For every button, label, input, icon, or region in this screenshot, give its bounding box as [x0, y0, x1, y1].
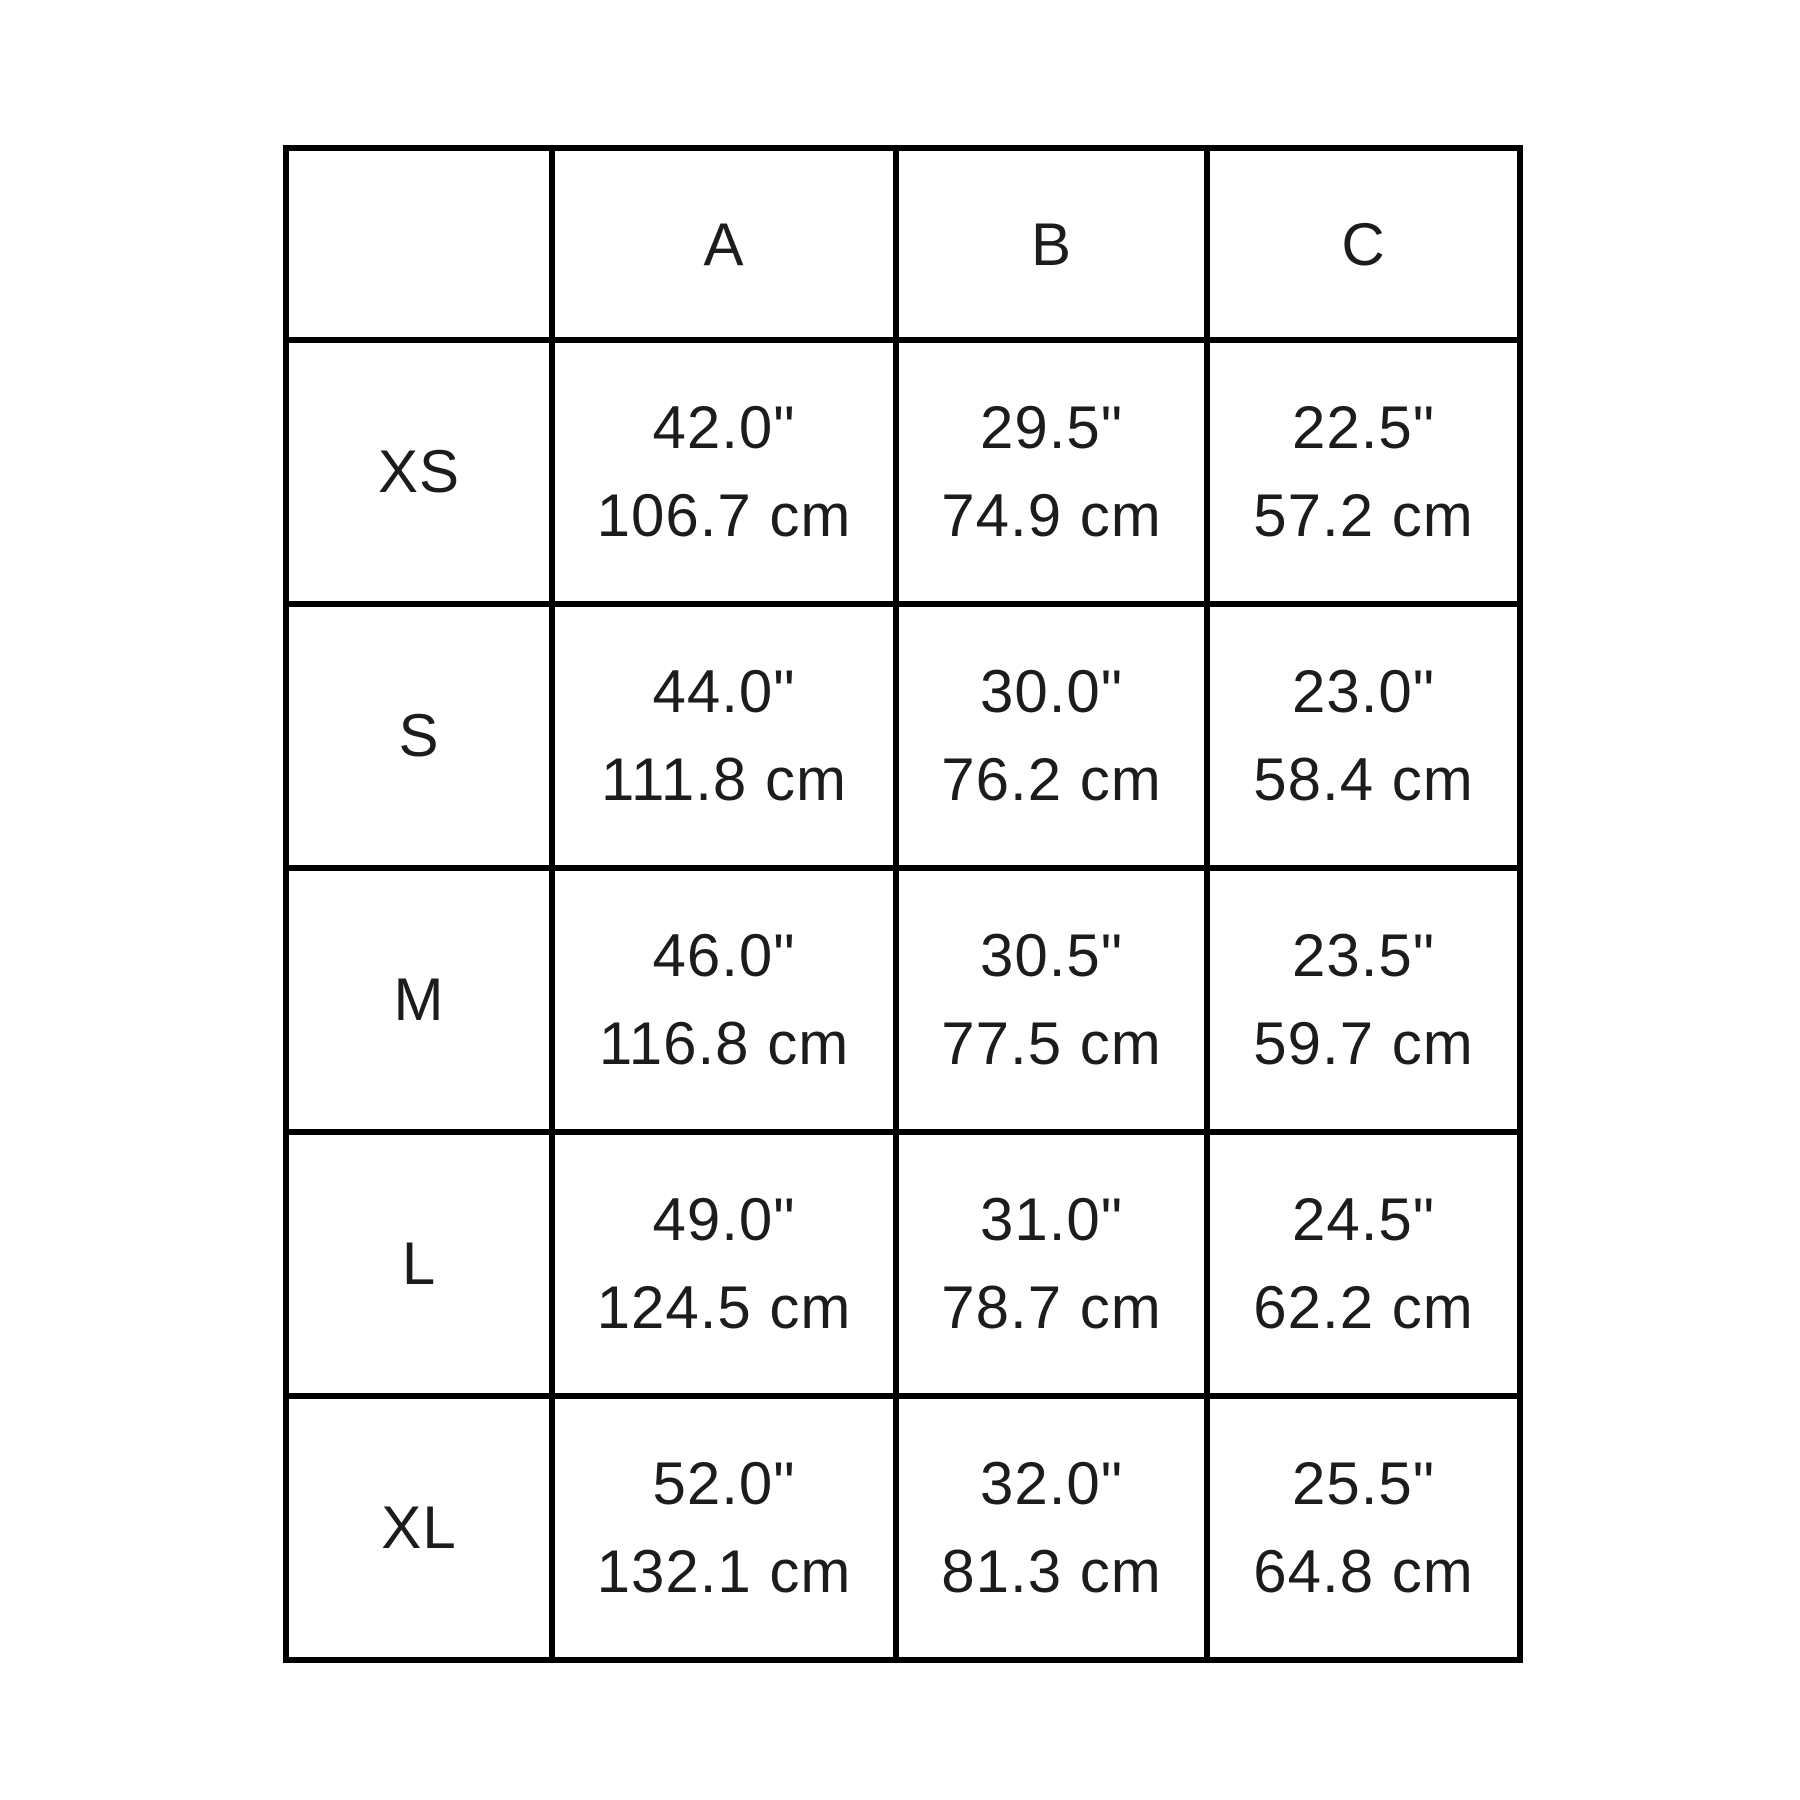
measurement-cell-b: 29.5" 74.9 cm — [893, 337, 1210, 607]
cm-value: 124.5 cm — [596, 1274, 852, 1341]
inches-value: 29.5" — [979, 394, 1124, 461]
measurement-cell-c: 23.5" 59.7 cm — [1204, 865, 1523, 1135]
inches-value: 44.0" — [652, 658, 796, 725]
size-label: XL — [381, 1494, 457, 1561]
size-label: XS — [377, 438, 461, 505]
table-row-s: S 44.0" 111.8 cm 30.0" 76.2 cm 23.0" 58.… — [283, 601, 1523, 871]
measurement-cell-a: 49.0" 124.5 cm — [549, 1129, 899, 1399]
inches-value: 32.0" — [979, 1450, 1124, 1517]
column-header-c: C — [1204, 145, 1523, 343]
cm-value: 58.4 cm — [1253, 746, 1474, 813]
inches-value: 25.5" — [1291, 1450, 1436, 1517]
inches-value: 23.5" — [1291, 922, 1436, 989]
cm-value: 57.2 cm — [1253, 482, 1474, 549]
inches-value: 52.0" — [652, 1450, 796, 1517]
size-label: S — [398, 702, 440, 769]
cm-value: 62.2 cm — [1253, 1274, 1474, 1341]
measurement-cell-c: 24.5" 62.2 cm — [1204, 1129, 1523, 1399]
measurement-cell-b: 30.5" 77.5 cm — [893, 865, 1210, 1135]
size-label: L — [401, 1230, 437, 1297]
inches-value: 31.0" — [979, 1186, 1124, 1253]
table-row-m: M 46.0" 116.8 cm 30.5" 77.5 cm 23.5" 59.… — [283, 865, 1523, 1135]
inches-value: 46.0" — [652, 922, 796, 989]
cm-value: 106.7 cm — [596, 482, 852, 549]
inches-value: 22.5" — [1291, 394, 1436, 461]
measurement-cell-b: 31.0" 78.7 cm — [893, 1129, 1210, 1399]
cm-value: 116.8 cm — [598, 1010, 850, 1077]
cm-value: 111.8 cm — [601, 746, 847, 813]
inches-value: 24.5" — [1291, 1186, 1436, 1253]
measurement-cell-a: 42.0" 106.7 cm — [549, 337, 899, 607]
measurement-cell-c: 25.5" 64.8 cm — [1204, 1393, 1523, 1663]
measurement-cell-c: 22.5" 57.2 cm — [1204, 337, 1523, 607]
column-header-a: A — [549, 145, 899, 343]
cm-value: 59.7 cm — [1253, 1010, 1474, 1077]
table-row-l: L 49.0" 124.5 cm 31.0" 78.7 cm 24.5" 62.… — [283, 1129, 1523, 1399]
measurement-cell-a: 52.0" 132.1 cm — [549, 1393, 899, 1663]
inches-value: 49.0" — [652, 1186, 796, 1253]
size-label-cell: XS — [283, 337, 555, 607]
size-label-cell: S — [283, 601, 555, 871]
inches-value: 23.0" — [1291, 658, 1436, 725]
column-header-b: B — [893, 145, 1210, 343]
measurement-cell-c: 23.0" 58.4 cm — [1204, 601, 1523, 871]
inches-value: 30.5" — [979, 922, 1124, 989]
table-row-xs: XS 42.0" 106.7 cm 29.5" 74.9 cm 22.5" 57… — [283, 337, 1523, 607]
inches-value: 30.0" — [979, 658, 1124, 725]
measurement-cell-b: 32.0" 81.3 cm — [893, 1393, 1210, 1663]
cm-value: 81.3 cm — [941, 1538, 1162, 1605]
cm-value: 77.5 cm — [941, 1010, 1162, 1077]
measurement-cell-a: 46.0" 116.8 cm — [549, 865, 899, 1135]
header-row: A B C — [283, 145, 1523, 343]
cm-value: 78.7 cm — [941, 1274, 1162, 1341]
cm-value: 74.9 cm — [941, 482, 1162, 549]
cm-value: 132.1 cm — [596, 1538, 852, 1605]
corner-cell — [283, 145, 555, 343]
measurement-cell-a: 44.0" 111.8 cm — [549, 601, 899, 871]
size-label-cell: M — [283, 865, 555, 1135]
table-row-xl: XL 52.0" 132.1 cm 32.0" 81.3 cm 25.5" 64… — [283, 1393, 1523, 1663]
size-label: M — [393, 966, 445, 1033]
size-label-cell: XL — [283, 1393, 555, 1663]
measurement-cell-b: 30.0" 76.2 cm — [893, 601, 1210, 871]
size-label-cell: L — [283, 1129, 555, 1399]
inches-value: 42.0" — [652, 394, 796, 461]
size-chart-table: A B C XS 42.0" 106.7 cm 29.5" 74.9 cm 22… — [283, 145, 1523, 1663]
cm-value: 76.2 cm — [941, 746, 1162, 813]
cm-value: 64.8 cm — [1253, 1538, 1474, 1605]
